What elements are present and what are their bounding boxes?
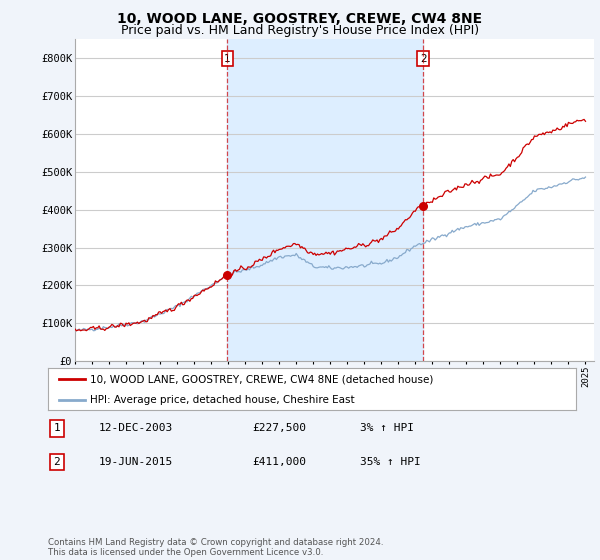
- Text: 12-DEC-2003: 12-DEC-2003: [99, 423, 173, 433]
- Text: 1: 1: [224, 54, 231, 64]
- Text: £411,000: £411,000: [252, 457, 306, 467]
- Text: 19-JUN-2015: 19-JUN-2015: [99, 457, 173, 467]
- Bar: [227, 39, 423, 361]
- Text: HPI: Average price, detached house, Cheshire East: HPI: Average price, detached house, Ches…: [90, 395, 355, 405]
- Text: 10, WOOD LANE, GOOSTREY, CREWE, CW4 8NE: 10, WOOD LANE, GOOSTREY, CREWE, CW4 8NE: [118, 12, 482, 26]
- Text: Price paid vs. HM Land Registry's House Price Index (HPI): Price paid vs. HM Land Registry's House …: [121, 24, 479, 36]
- Text: 10, WOOD LANE, GOOSTREY, CREWE, CW4 8NE (detached house): 10, WOOD LANE, GOOSTREY, CREWE, CW4 8NE …: [90, 374, 434, 384]
- Text: Contains HM Land Registry data © Crown copyright and database right 2024.
This d: Contains HM Land Registry data © Crown c…: [48, 538, 383, 557]
- Text: 2: 2: [420, 54, 427, 64]
- Text: 1: 1: [53, 423, 61, 433]
- Text: £227,500: £227,500: [252, 423, 306, 433]
- Text: 3% ↑ HPI: 3% ↑ HPI: [360, 423, 414, 433]
- Text: 2: 2: [53, 457, 61, 467]
- Text: 35% ↑ HPI: 35% ↑ HPI: [360, 457, 421, 467]
